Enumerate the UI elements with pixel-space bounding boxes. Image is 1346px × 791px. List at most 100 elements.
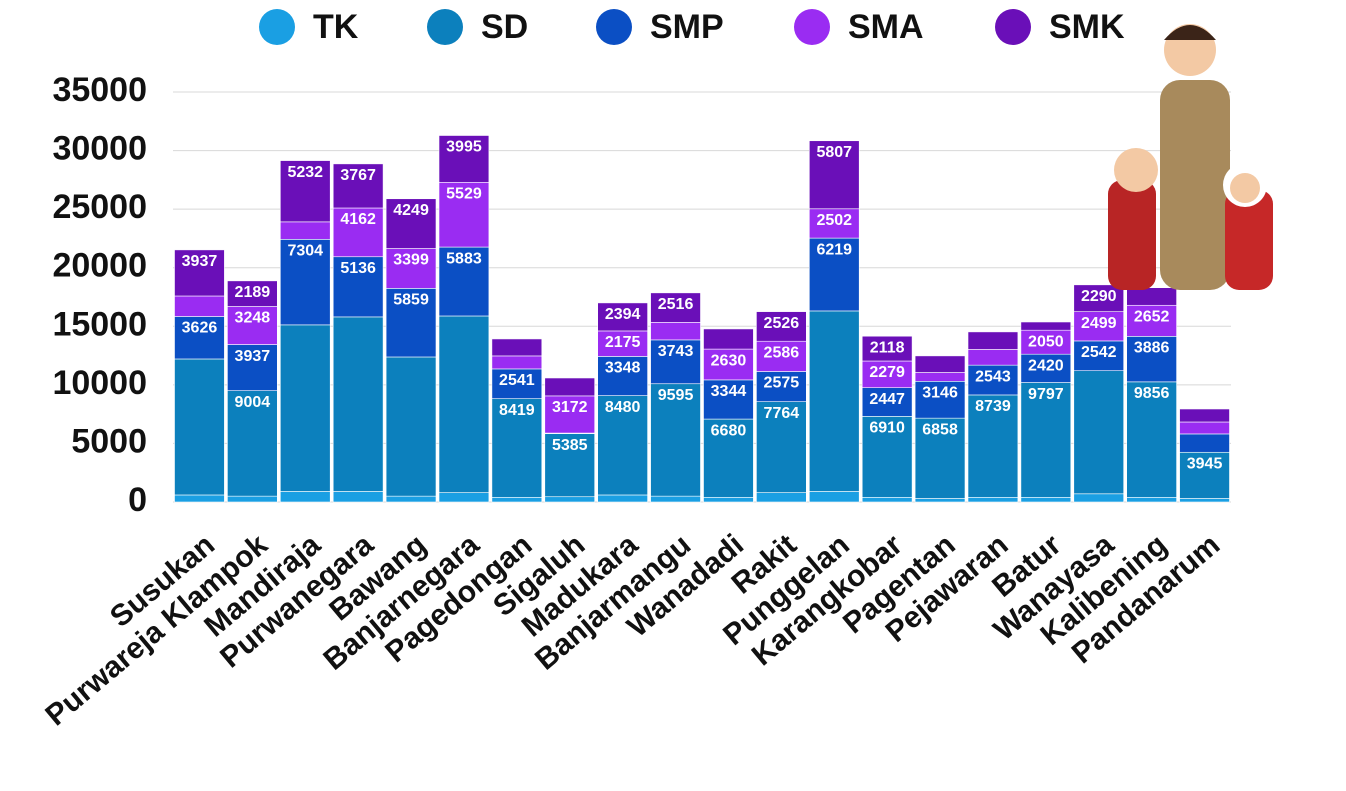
bar-segment: [1179, 408, 1230, 423]
value-label: 5136: [340, 260, 376, 277]
bar-segment: [1179, 433, 1230, 453]
bar-segment: [1073, 340, 1125, 372]
bar-segment: [597, 494, 648, 503]
plot: 0 5000 10000 15000 20000 25000 30000 35000 TK SD S…: [39, 8, 1231, 732]
bar-segment: [756, 371, 807, 402]
bar-segment: [808, 491, 860, 503]
value-label: 6680: [711, 422, 747, 439]
value-label: 2652: [1134, 308, 1170, 325]
bar-segment: [597, 302, 648, 332]
value-label: 6858: [922, 421, 958, 438]
bar-segment: [385, 198, 437, 249]
value-label: 9004: [235, 394, 271, 411]
bar-segment: [597, 356, 648, 396]
bar-segment: [703, 348, 754, 381]
bar-segment: [1020, 382, 1072, 498]
bar-segment: [332, 316, 384, 492]
bar-segment: [650, 339, 701, 385]
value-label: 2499: [1081, 315, 1117, 332]
bar-segment: [544, 433, 595, 498]
bar-segment: [491, 497, 543, 503]
value-label: 2542: [1081, 344, 1117, 361]
value-label: 3767: [340, 167, 376, 184]
bar-segment: [1126, 497, 1177, 503]
bar-segment: [914, 355, 966, 373]
bar-segment: [1073, 493, 1125, 503]
y-tick-label: 35000: [52, 71, 147, 109]
bar-segment: [544, 395, 595, 434]
bar-segment: [279, 221, 331, 240]
bar-segment: [332, 491, 384, 503]
bar-segment: [332, 163, 384, 209]
legend-label: SMP: [650, 8, 724, 46]
bar-segment: [174, 249, 225, 297]
bar-segment: [861, 416, 913, 498]
value-label: 8739: [975, 398, 1011, 415]
bar-segment: [174, 358, 225, 496]
bar-segment: [650, 292, 701, 323]
value-label: 2575: [764, 375, 800, 392]
bar-segment: [174, 494, 225, 503]
value-label: 2502: [816, 212, 852, 229]
value-label: 5859: [393, 292, 429, 309]
value-labels: 3626 3937 9004 3937 3248 2189 7304 5232 5136 4162…: [182, 139, 1223, 473]
bar-segment: [703, 328, 754, 350]
value-label: 7304: [287, 243, 323, 260]
value-label: 2526: [764, 315, 800, 332]
bar-segment: [332, 256, 384, 318]
bar-segment: [650, 495, 701, 503]
value-label: 8419: [499, 402, 535, 419]
bar-segment: [491, 338, 543, 357]
legend-marker: [596, 9, 632, 45]
legend-marker: [995, 9, 1031, 45]
bar-segment: [1073, 311, 1125, 342]
bar-segment: [808, 310, 860, 492]
bar-segment: [227, 344, 278, 391]
value-label: 9856: [1134, 385, 1170, 402]
bar-segment: [279, 239, 331, 326]
bar-segment: [861, 335, 913, 362]
legend-marker: [259, 9, 295, 45]
legend-marker: [427, 9, 463, 45]
bar-segment: [861, 387, 913, 417]
value-label: 2175: [605, 334, 641, 351]
bar-segment: [808, 208, 860, 239]
bar-segment: [1126, 304, 1177, 337]
bar-segment: [174, 316, 225, 360]
value-label: 3348: [605, 360, 641, 377]
bar-segment: [967, 394, 1019, 498]
y-tick-label: 10000: [52, 364, 147, 402]
value-label: 4162: [340, 211, 376, 228]
bar-segment: [1073, 284, 1125, 312]
bar-segment: [227, 495, 278, 503]
bar-segment: [1126, 336, 1177, 383]
bar-segment: [597, 330, 648, 357]
bar-segment: [808, 140, 860, 210]
value-label: 9797: [1028, 386, 1064, 403]
value-label: 3172: [552, 399, 588, 416]
bar-segment: [227, 280, 278, 307]
y-tick-label: 25000: [52, 188, 147, 226]
bar-segment: [491, 355, 543, 370]
legend-label: SMK: [1049, 8, 1125, 46]
bar-segment: [1179, 451, 1230, 499]
bar-segment: [597, 395, 648, 496]
bar-segment: [1179, 421, 1230, 435]
bar-segment: [227, 390, 278, 497]
value-label: 5385: [552, 437, 588, 454]
value-label: 7764: [764, 405, 800, 422]
value-label: 6219: [816, 241, 852, 258]
bar-segment: [438, 315, 490, 493]
value-label: 2050: [1028, 333, 1064, 350]
value-label: 3248: [235, 310, 271, 327]
value-label: 2394: [605, 306, 641, 323]
value-label: 5883: [446, 250, 482, 267]
bar-segment: [1126, 381, 1177, 498]
bar-segment: [808, 237, 860, 312]
bar-segment: [756, 492, 807, 503]
bar-segment: [967, 364, 1019, 396]
bar-segment: [385, 356, 437, 497]
value-label: 2189: [235, 284, 271, 301]
value-label: 2118: [870, 339, 905, 356]
